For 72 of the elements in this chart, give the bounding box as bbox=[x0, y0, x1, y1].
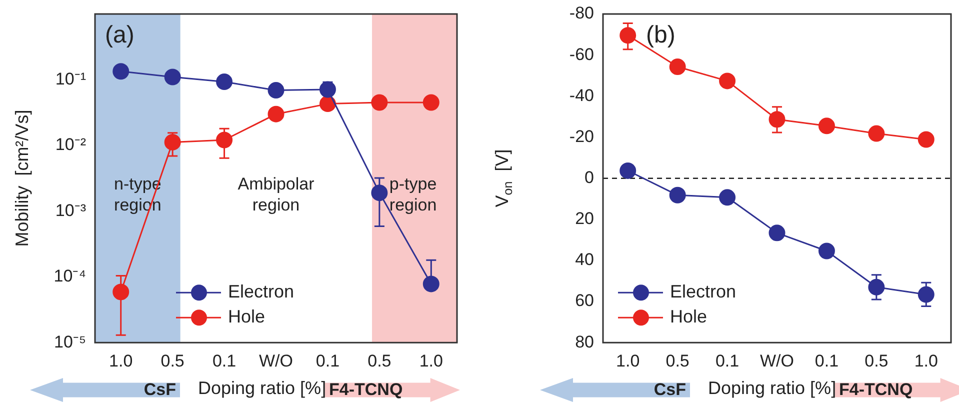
y-tick-label: 10⁻¹ bbox=[55, 69, 86, 88]
point bbox=[371, 184, 388, 202]
y-tick-label: -20 bbox=[569, 126, 594, 146]
point bbox=[868, 278, 885, 296]
point bbox=[268, 106, 284, 122]
x-tick-label: 0.5 bbox=[368, 351, 392, 370]
text: F4-TCNQ bbox=[329, 380, 403, 400]
x-tick-label: 0.1 bbox=[316, 351, 340, 370]
chart-title: (b) bbox=[646, 22, 676, 49]
point bbox=[620, 27, 636, 44]
x-tick-label: W/O bbox=[259, 351, 293, 370]
point bbox=[422, 276, 440, 292]
x-tick-label: 0.5 bbox=[160, 351, 184, 370]
point bbox=[620, 162, 636, 179]
point bbox=[719, 189, 736, 206]
chart-title: (a) bbox=[105, 22, 134, 49]
point bbox=[818, 118, 835, 134]
point bbox=[371, 94, 388, 111]
x-tick-label: 0.1 bbox=[212, 351, 236, 370]
y-tick-label: -60 bbox=[569, 44, 594, 64]
point bbox=[918, 131, 934, 148]
point bbox=[268, 82, 284, 99]
x-tick-label: 1.0 bbox=[914, 351, 938, 370]
point bbox=[669, 58, 686, 76]
x-tick-label: 0.1 bbox=[715, 351, 740, 370]
text: CsF bbox=[654, 380, 686, 400]
x-tick-label: 0.5 bbox=[864, 351, 888, 370]
point bbox=[768, 224, 786, 242]
point bbox=[319, 96, 336, 112]
x-axis-title: Doping ratio [%] bbox=[198, 378, 326, 399]
x-tick-label: 0.5 bbox=[666, 351, 690, 370]
annotation: p-type region bbox=[389, 174, 437, 215]
text: CsF bbox=[144, 380, 176, 400]
legend-label: Electron bbox=[670, 282, 736, 302]
y-tick-label: 80 bbox=[575, 332, 594, 352]
x-tick-label: W/O bbox=[760, 351, 794, 370]
y-axis-title: Mobility [cm²/Vs] bbox=[12, 110, 32, 247]
x-tick-label: 1.0 bbox=[419, 351, 443, 370]
x-tick-label: 1.0 bbox=[109, 351, 133, 370]
point bbox=[669, 186, 686, 204]
y-tick-label: 60 bbox=[575, 291, 594, 310]
annotation: Ambipolar region bbox=[238, 174, 315, 215]
point bbox=[216, 132, 233, 148]
legend-label: Hole bbox=[670, 306, 708, 327]
point bbox=[112, 284, 130, 300]
text: F4-TCNQ bbox=[839, 380, 913, 400]
x-tick-label: 0.1 bbox=[814, 351, 839, 370]
point bbox=[422, 94, 440, 111]
legend-label: Electron bbox=[228, 282, 294, 302]
y-tick-label: -40 bbox=[569, 86, 594, 105]
y-tick-label: 10⁻⁴ bbox=[54, 266, 86, 286]
x-tick-label: 1.0 bbox=[616, 351, 640, 370]
legend-label: Hole bbox=[228, 306, 266, 327]
point bbox=[112, 63, 130, 80]
point bbox=[164, 134, 181, 150]
x-axis-title: Doping ratio [%] bbox=[708, 378, 836, 399]
point bbox=[216, 74, 233, 90]
y-tick-label: 40 bbox=[575, 250, 594, 270]
point bbox=[768, 111, 786, 128]
y-tick-label: 20 bbox=[575, 209, 594, 228]
point bbox=[918, 286, 934, 303]
y-tick-label: 0 bbox=[584, 168, 594, 187]
y-axis-title: Von [V] bbox=[492, 149, 515, 208]
y-tick-label: 10⁻³ bbox=[55, 200, 86, 220]
point bbox=[818, 242, 835, 260]
point bbox=[164, 68, 181, 86]
y-tick-label: -80 bbox=[569, 4, 594, 23]
y-tick-label: 10⁻⁵ bbox=[54, 332, 86, 352]
point bbox=[719, 72, 736, 90]
point bbox=[319, 81, 336, 98]
y-tick-label: 10⁻² bbox=[55, 135, 86, 154]
point bbox=[868, 125, 885, 142]
